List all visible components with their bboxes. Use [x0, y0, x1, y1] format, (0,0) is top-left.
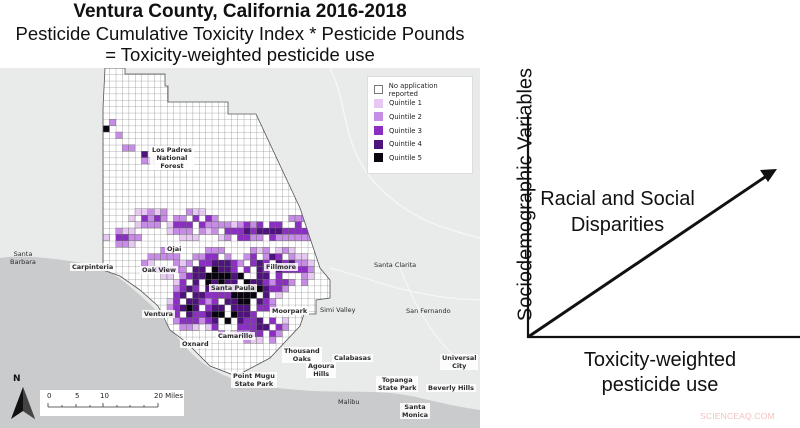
place-label: Ojai: [165, 245, 184, 253]
place-label: Ventura: [142, 310, 176, 318]
legend-item: Quintile 3: [374, 124, 466, 138]
map-subtitle-line-1: Pesticide Cumulative Toxicity Index * Pe…: [15, 23, 465, 44]
place-label: Santa Monica: [400, 403, 431, 419]
y-axis-label: Sociodemographic Variables: [514, 67, 537, 322]
scale-bar: 0 5 10 20 Miles: [40, 390, 184, 416]
map-title: Ventura County, California 2016-2018: [73, 1, 407, 22]
arrow-head-icon: [760, 169, 777, 182]
place-label: Malibu: [338, 398, 360, 406]
legend-swatch: [374, 153, 383, 163]
legend-label: No application reported: [388, 81, 438, 98]
scale-tick-10: 10: [100, 392, 109, 400]
map-basemap: [0, 68, 480, 428]
legend-swatch: [374, 98, 383, 108]
scale-tick-5: 5: [75, 392, 80, 400]
place-label: Universal City: [440, 354, 479, 370]
place-label: San Fernando: [406, 307, 451, 315]
scale-tick-20: 20 Miles: [154, 392, 184, 400]
legend-item: Quintile 4: [374, 137, 466, 151]
ventura-county-map: Los Padres National Forest Santa Barbara C…: [0, 68, 480, 428]
place-label: Simi Valley: [320, 306, 356, 314]
county-boundary: [102, 68, 331, 377]
legend-swatch: [374, 112, 383, 122]
place-label: Santa Paula: [209, 284, 257, 292]
place-label: Oxnard: [180, 340, 211, 348]
place-label: Carpinteria: [70, 263, 116, 271]
place-label: Camarillo: [216, 332, 255, 340]
legend-item: Quintile 1: [374, 97, 466, 111]
north-label: N: [13, 374, 21, 384]
scale-tick-0: 0: [47, 392, 52, 400]
legend-swatch: [374, 85, 383, 95]
north-arrow-icon: [11, 387, 35, 419]
place-label: Topanga State Park: [376, 376, 419, 392]
legend-swatch: [374, 126, 383, 136]
place-label: Los Padres National Forest: [150, 146, 194, 170]
place-label: Thousand Oaks: [282, 347, 322, 363]
concept-diagram: [526, 115, 800, 339]
map-subtitle-line-2: = Toxicity-weighted pesticide use: [105, 44, 375, 65]
place-label: Point Mugu State Park: [231, 372, 277, 388]
legend-item: No application reported: [374, 81, 466, 98]
place-label: Calabasas: [332, 354, 373, 362]
ocean: [0, 256, 480, 428]
map-legend: No application reported Quintile 1 Quintil…: [367, 76, 473, 174]
place-label: Santa Clarita: [374, 261, 417, 269]
place-label: Agoura Hills: [306, 362, 337, 378]
place-label: Oak View: [140, 266, 179, 274]
legend-item: Quintile 5: [374, 151, 466, 165]
watermark: SCIENCEAQ.COM: [700, 411, 775, 421]
place-label: Moorpark: [270, 307, 310, 315]
legend-label: Quintile 2: [389, 112, 422, 121]
map-title-block: Ventura County, California 2016-2018 Pes…: [0, 0, 480, 65]
legend-label: Quintile 5: [389, 153, 422, 162]
x-axis-label: Toxicity-weighted pesticide use: [583, 349, 737, 396]
place-label: Beverly Hills: [426, 384, 476, 392]
legend-label: Quintile 4: [389, 140, 422, 149]
legend-label: Quintile 1: [389, 99, 422, 108]
place-label: Fillmore: [264, 263, 298, 271]
place-label: Santa Barbara: [10, 250, 36, 266]
legend-item: Quintile 2: [374, 110, 466, 124]
legend-swatch: [374, 139, 383, 149]
legend-label: Quintile 3: [389, 126, 422, 135]
disparities-label: Racial and Social Disparities: [540, 188, 695, 236]
scale-ruler: [47, 403, 159, 408]
trend-arrow-line: [527, 173, 769, 339]
